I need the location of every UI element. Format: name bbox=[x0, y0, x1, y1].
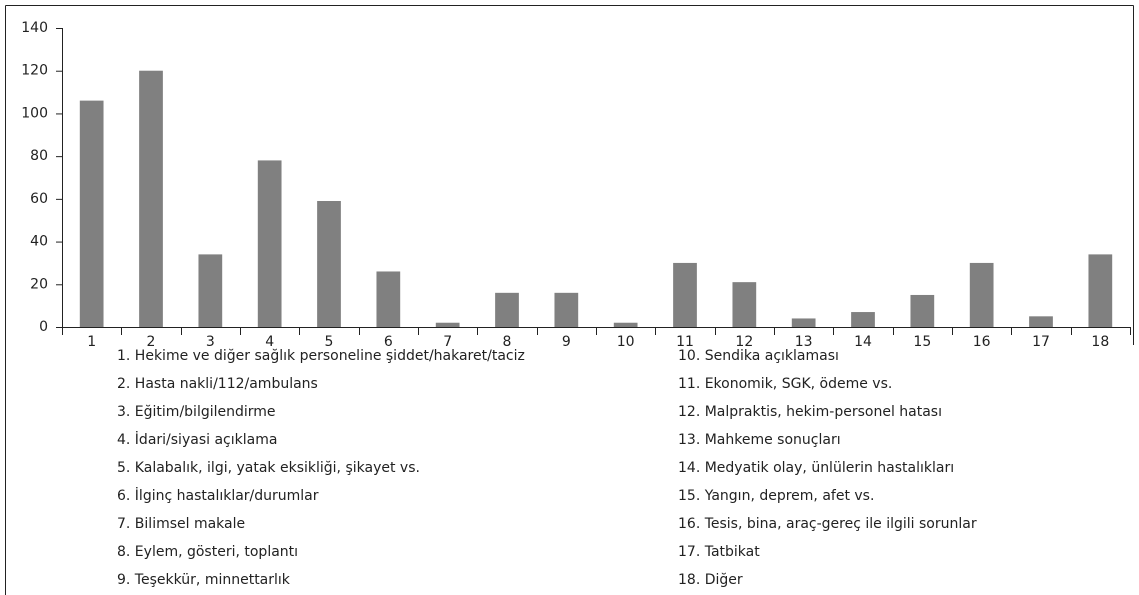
x-tick-label: 8 bbox=[503, 334, 512, 350]
x-tick-label: 13 bbox=[795, 334, 813, 350]
legend-item: 3. Eğitim/bilgilendirme bbox=[117, 404, 276, 420]
x-tick-label: 3 bbox=[206, 334, 215, 350]
bar bbox=[317, 200, 341, 327]
bar bbox=[79, 100, 104, 327]
bar bbox=[554, 292, 579, 327]
x-tick-label: 18 bbox=[1091, 334, 1109, 350]
legend-item: 13. Mahkeme sonuçları bbox=[678, 432, 841, 448]
legend-item: 5. Kalabalık, ilgi, yatak eksikliği, şik… bbox=[117, 460, 420, 476]
bar bbox=[791, 318, 816, 327]
bar bbox=[495, 292, 519, 327]
y-tick-label: 0 bbox=[39, 319, 48, 335]
x-tick-label: 7 bbox=[443, 334, 452, 350]
y-tick-label: 80 bbox=[30, 148, 48, 164]
legend-item: 2. Hasta nakli/112/ambulans bbox=[117, 376, 318, 392]
bar bbox=[257, 160, 282, 327]
legend-item: 4. İdari/siyasi açıklama bbox=[117, 430, 277, 448]
legend-item: 11. Ekonomik, SGK, ödeme vs. bbox=[678, 376, 892, 392]
legend-item: 14. Medyatik olay, ünlülerin hastalıklar… bbox=[678, 460, 954, 476]
legend-item: 10. Sendika açıklaması bbox=[678, 348, 839, 364]
legend-item: 16. Tesis, bina, araç-gereç ile ilgili s… bbox=[678, 516, 977, 532]
bar bbox=[851, 312, 875, 327]
x-tick-label: 4 bbox=[265, 334, 274, 350]
x-tick-label: 2 bbox=[147, 334, 156, 350]
x-tick-label: 16 bbox=[973, 334, 991, 350]
legend-item: 18. Diğer bbox=[678, 572, 743, 588]
bar bbox=[198, 254, 223, 327]
bar bbox=[435, 322, 460, 327]
legend-item: 9. Teşekkür, minnettarlık bbox=[117, 572, 291, 588]
bar bbox=[910, 294, 935, 327]
x-tick-label: 17 bbox=[1032, 334, 1050, 350]
x-tick-label: 9 bbox=[562, 334, 571, 350]
x-tick-label: 1 bbox=[87, 334, 96, 350]
x-tick-label: 11 bbox=[676, 334, 694, 350]
x-tick-label: 12 bbox=[735, 334, 753, 350]
bar bbox=[969, 262, 994, 327]
bar bbox=[1088, 254, 1113, 327]
y-tick-label: 60 bbox=[30, 191, 48, 207]
x-tick-label: 15 bbox=[913, 334, 931, 350]
bar bbox=[613, 322, 638, 327]
y-tick-label: 100 bbox=[21, 105, 48, 121]
legend-item: 15. Yangın, deprem, afet vs. bbox=[678, 488, 874, 504]
bar bbox=[732, 282, 757, 327]
bar bbox=[139, 70, 163, 327]
legend-item: 17. Tatbikat bbox=[678, 544, 760, 560]
y-tick-label: 120 bbox=[21, 63, 48, 79]
y-tick-label: 40 bbox=[30, 234, 48, 250]
x-tick-label: 6 bbox=[384, 334, 393, 350]
legend-item: 6. İlginç hastalıklar/durumlar bbox=[117, 486, 319, 504]
legend-item: 7. Bilimsel makale bbox=[117, 516, 245, 532]
x-tick-label: 5 bbox=[325, 334, 334, 350]
y-tick-label: 20 bbox=[30, 276, 48, 292]
x-tick-label: 10 bbox=[617, 334, 635, 350]
y-tick-label: 140 bbox=[21, 20, 48, 36]
x-tick-label: 14 bbox=[854, 334, 872, 350]
bar bbox=[1029, 316, 1053, 327]
bar bbox=[376, 271, 401, 327]
legend-item: 12. Malpraktis, hekim-personel hatası bbox=[678, 404, 942, 420]
legend-item: 8. Eylem, gösteri, toplantı bbox=[117, 544, 298, 560]
bar bbox=[673, 262, 697, 327]
legend-item: 1. Hekime ve diğer sağlık personeline şi… bbox=[117, 348, 525, 364]
